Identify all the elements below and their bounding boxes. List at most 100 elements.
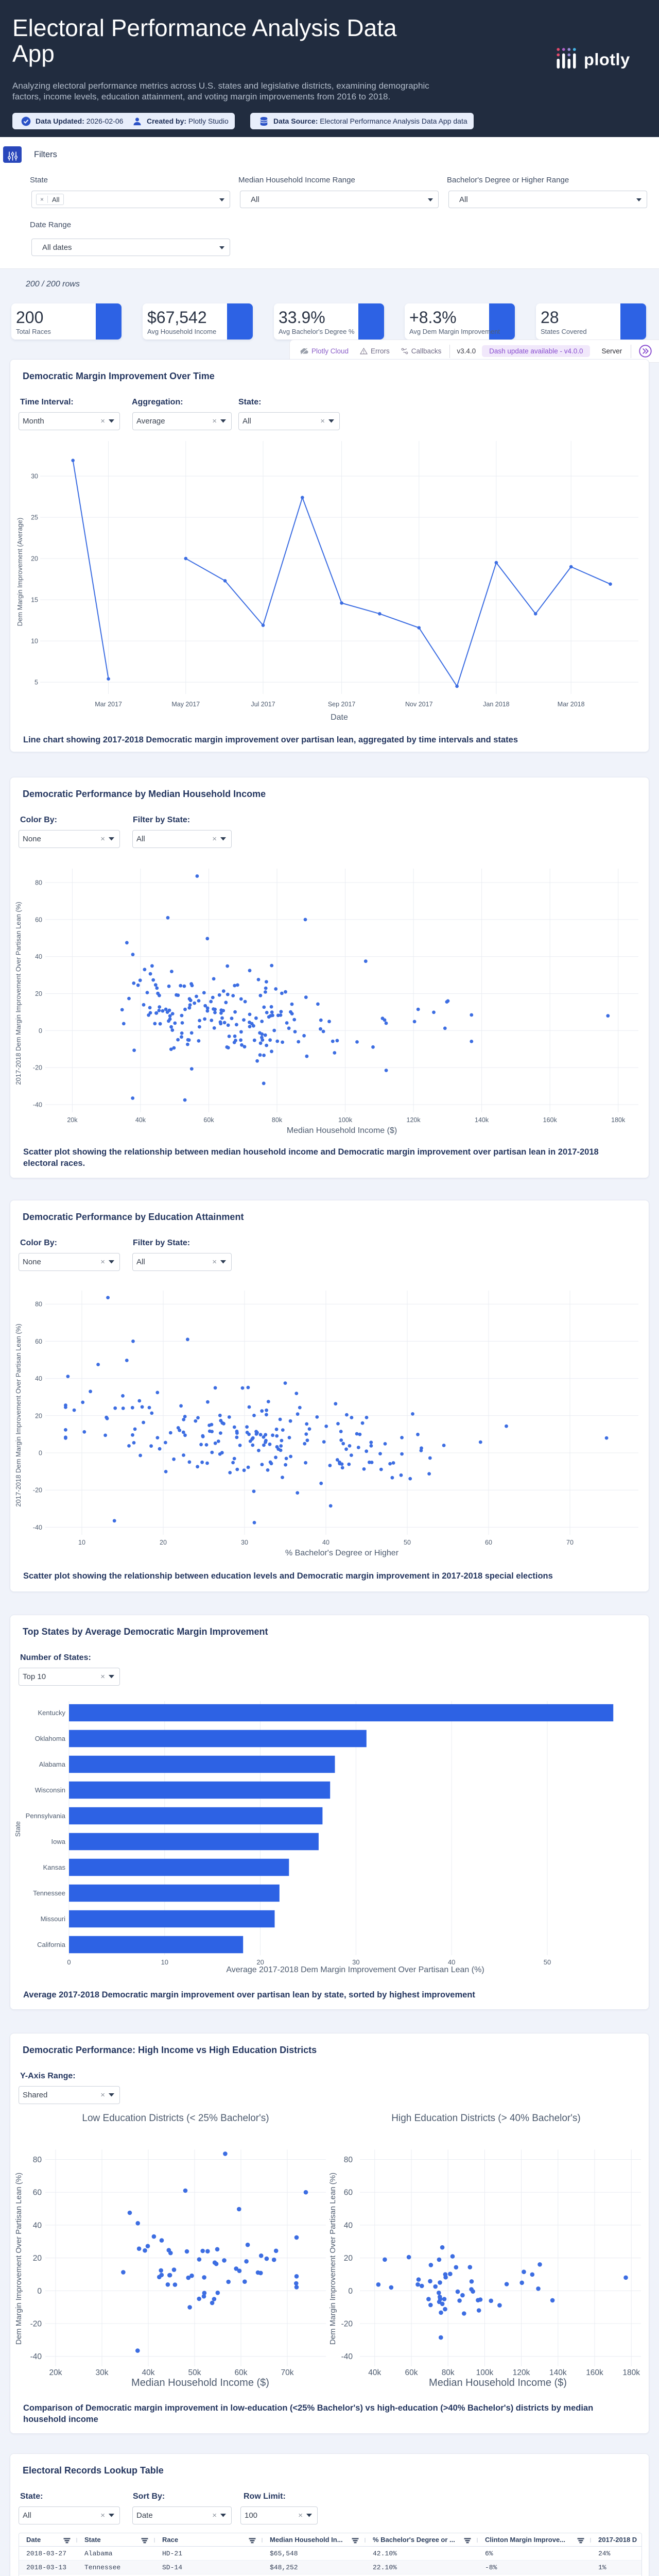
svg-text:25: 25 — [31, 514, 38, 521]
svg-text:40: 40 — [35, 953, 42, 960]
svg-text:20: 20 — [160, 1539, 167, 1546]
svg-text:60: 60 — [33, 2189, 42, 2197]
svg-text:Dem Margin Improvement Over Pa: Dem Margin Improvement Over Partisan Lea… — [14, 2173, 23, 2345]
svg-text:Mar 2018: Mar 2018 — [558, 701, 585, 708]
svg-text:Dem Margin Improvement (Averag: Dem Margin Improvement (Average) — [16, 518, 24, 626]
svg-text:-40: -40 — [341, 2352, 353, 2361]
svg-text:May 2017: May 2017 — [171, 701, 200, 708]
svg-text:40: 40 — [35, 1375, 42, 1382]
svg-text:-40: -40 — [33, 1101, 42, 1109]
svg-text:180k: 180k — [622, 2368, 640, 2377]
svg-text:60: 60 — [485, 1539, 492, 1546]
svg-text:10: 10 — [31, 638, 38, 645]
svg-text:10: 10 — [161, 1958, 168, 1966]
svg-text:30: 30 — [241, 1539, 248, 1546]
svg-text:50: 50 — [544, 1958, 551, 1966]
svg-text:180k: 180k — [611, 1116, 626, 1124]
svg-text:100k: 100k — [338, 1116, 353, 1124]
svg-text:160k: 160k — [586, 2368, 603, 2377]
svg-text:50: 50 — [404, 1539, 411, 1546]
svg-text:80: 80 — [33, 2156, 42, 2164]
svg-text:% Bachelor's Degree or Higher: % Bachelor's Degree or Higher — [285, 1549, 399, 1557]
svg-text:0: 0 — [39, 1027, 42, 1035]
svg-text:5: 5 — [34, 679, 38, 686]
svg-text:60: 60 — [344, 2189, 353, 2197]
svg-text:120k: 120k — [513, 2368, 530, 2377]
svg-text:20k: 20k — [49, 2368, 62, 2377]
svg-text:40: 40 — [33, 2221, 42, 2230]
svg-text:80: 80 — [35, 1301, 42, 1308]
svg-text:Wisconsin: Wisconsin — [35, 1786, 65, 1794]
svg-text:140k: 140k — [475, 1116, 489, 1124]
svg-text:70: 70 — [566, 1539, 574, 1546]
svg-text:-20: -20 — [33, 1064, 42, 1072]
svg-text:50k: 50k — [188, 2368, 201, 2377]
svg-text:-40: -40 — [33, 1524, 42, 1531]
svg-text:20: 20 — [31, 555, 38, 563]
svg-text:10: 10 — [78, 1539, 85, 1546]
svg-text:Kentucky: Kentucky — [38, 1709, 66, 1717]
svg-text:Kansas: Kansas — [43, 1863, 66, 1871]
svg-text:30: 30 — [352, 1958, 359, 1966]
svg-text:80: 80 — [344, 2156, 353, 2164]
svg-text:Jul 2017: Jul 2017 — [251, 701, 275, 708]
svg-text:30: 30 — [31, 473, 38, 480]
svg-text:40: 40 — [344, 2221, 353, 2230]
svg-text:plotly: plotly — [584, 50, 630, 69]
svg-text:40k: 40k — [368, 2368, 381, 2377]
svg-text:Missouri: Missouri — [41, 1915, 66, 1923]
svg-text:15: 15 — [31, 597, 38, 604]
svg-text:40: 40 — [322, 1539, 330, 1546]
svg-text:Jan 2018: Jan 2018 — [483, 701, 509, 708]
svg-text:0: 0 — [348, 2287, 353, 2296]
svg-text:-20: -20 — [341, 2320, 353, 2329]
svg-text:2017-2018 Dem Margin Improveme: 2017-2018 Dem Margin Improvement Over Pa… — [14, 1324, 22, 1507]
svg-text:20: 20 — [344, 2254, 353, 2263]
svg-text:120k: 120k — [407, 1116, 421, 1124]
svg-text:-40: -40 — [30, 2352, 42, 2361]
svg-text:20: 20 — [35, 990, 42, 997]
svg-text:20: 20 — [35, 1412, 42, 1419]
svg-text:Median Household Income ($): Median Household Income ($) — [131, 2377, 269, 2388]
svg-text:-20: -20 — [30, 2320, 42, 2329]
svg-text:High Education Districts (> 40: High Education Districts (> 40% Bachelor… — [391, 2113, 580, 2124]
svg-text:40k: 40k — [142, 2368, 155, 2377]
svg-text:Nov 2017: Nov 2017 — [405, 701, 433, 708]
svg-text:Alabama: Alabama — [39, 1760, 66, 1768]
svg-text:Oklahoma: Oklahoma — [35, 1735, 66, 1742]
svg-text:60k: 60k — [405, 2368, 418, 2377]
svg-text:100k: 100k — [476, 2368, 494, 2377]
svg-text:20: 20 — [256, 1958, 264, 1966]
svg-text:0: 0 — [37, 2287, 42, 2296]
svg-text:60k: 60k — [203, 1116, 214, 1124]
svg-text:40k: 40k — [135, 1116, 146, 1124]
svg-text:Mar 2017: Mar 2017 — [95, 701, 122, 708]
svg-text:40: 40 — [448, 1958, 455, 1966]
svg-text:-20: -20 — [33, 1487, 42, 1494]
svg-text:30k: 30k — [96, 2368, 109, 2377]
svg-text:Pennsylvania: Pennsylvania — [26, 1812, 66, 1820]
svg-text:60k: 60k — [235, 2368, 248, 2377]
svg-text:80k: 80k — [442, 2368, 455, 2377]
svg-text:140k: 140k — [549, 2368, 567, 2377]
svg-text:60: 60 — [35, 916, 42, 923]
svg-text:80k: 80k — [272, 1116, 283, 1124]
svg-text:0: 0 — [39, 1450, 42, 1457]
svg-text:2017-2018 Dem Margin Improveme: 2017-2018 Dem Margin Improvement Over Pa… — [14, 902, 22, 1085]
svg-text:Average 2017-2018 Dem Margin I: Average 2017-2018 Dem Margin Improvement… — [226, 1965, 484, 1974]
svg-text:Sep 2017: Sep 2017 — [328, 701, 356, 708]
svg-text:California: California — [37, 1941, 66, 1948]
svg-text:Median Household Income ($): Median Household Income ($) — [287, 1126, 397, 1135]
svg-text:80: 80 — [35, 879, 42, 887]
svg-text:Iowa: Iowa — [51, 1838, 66, 1845]
svg-text:70k: 70k — [281, 2368, 294, 2377]
svg-text:60: 60 — [35, 1338, 42, 1345]
svg-text:Median Household Income ($): Median Household Income ($) — [429, 2377, 567, 2388]
svg-text:160k: 160k — [543, 1116, 558, 1124]
svg-text:Low Education Districts (< 25%: Low Education Districts (< 25% Bachelor'… — [82, 2113, 269, 2124]
svg-text:20k: 20k — [67, 1116, 78, 1124]
svg-text:Date: Date — [331, 713, 348, 722]
svg-text:State: State — [14, 1821, 22, 1837]
svg-text:Tennessee: Tennessee — [33, 1889, 65, 1897]
svg-text:20: 20 — [33, 2254, 42, 2263]
